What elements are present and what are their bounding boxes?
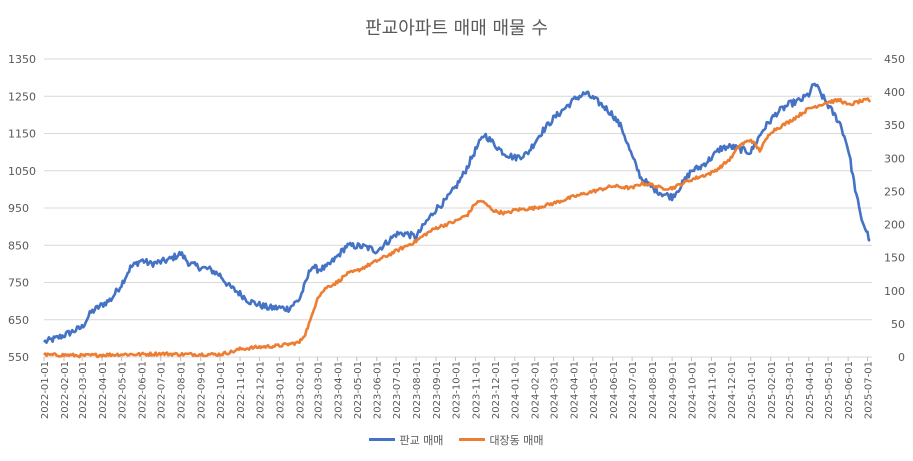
x-tick-label: 2025-04-01 [805,361,816,419]
x-tick-label: 2024-01-01 [511,361,522,419]
x-tick-label: 2023-03-01 [313,361,324,419]
y-right-tick-label: 400 [884,86,905,99]
y-right-tick-label: 200 [884,219,905,232]
x-tick-label: 2022-09-01 [197,361,208,419]
x-tick-label: 2025-03-01 [785,361,796,419]
x-tick-label: 2022-12-01 [255,361,266,419]
x-tick-label: 2025-07-01 [863,361,874,419]
series-line-1 [43,82,871,344]
x-tick-label: 2025-01-01 [747,361,758,419]
x-tick-label: 2022-08-01 [177,361,188,419]
y-left-tick-label: 1050 [8,165,36,178]
chart-title: 판교아파트 매매 매물 수 [365,18,548,39]
y-left-tick-label: 850 [8,239,29,252]
y-left-tick-label: 550 [8,351,29,364]
legend-label: 판교 매매 [399,433,444,447]
x-tick-label: 2024-10-01 [687,361,698,419]
x-tick-label: 2022-04-01 [98,361,109,419]
x-tick-label: 2024-12-01 [727,361,738,419]
x-tick-label: 2023-07-01 [392,361,403,419]
x-tick-label: 2024-02-01 [531,361,542,419]
x-tick-label: 2024-06-01 [609,361,620,419]
x-tick-label: 2023-02-01 [295,361,306,419]
y-left-tick-label: 1350 [8,53,36,66]
y-right-tick-label: 350 [884,119,905,132]
x-tick-label: 2023-06-01 [373,361,384,419]
y-right-tick-label: 450 [884,53,905,66]
y-right-tick-label: 250 [884,185,905,198]
y-left-tick-label: 1250 [8,90,36,103]
x-tick-label: 2023-04-01 [333,361,344,419]
x-tick-label: 2022-03-01 [78,361,89,419]
legend: 판교 매매 대장동 매매 [0,431,913,448]
x-tick-label: 2024-08-01 [648,361,659,419]
x-tick-label: 2024-07-01 [628,361,639,419]
x-tick-label: 2022-07-01 [157,361,168,419]
x-tick-label: 2022-05-01 [117,361,128,419]
y-left-tick-label: 1150 [8,128,36,141]
x-tick-label: 2022-10-01 [216,361,227,419]
x-tick-label: 2024-05-01 [589,361,600,419]
x-tick-label: 2024-11-01 [707,361,718,419]
x-tick-label: 2023-01-01 [275,361,286,419]
legend-item-2: 대장동 매매 [459,432,544,448]
y-right-tick-label: 100 [884,285,905,298]
x-tick-label: 2025-02-01 [767,361,778,419]
y-left-tick-label: 950 [8,202,29,215]
series-line-2 [43,97,872,359]
x-tick-label: 2022-02-01 [60,361,71,419]
x-tick-label: 2022-11-01 [236,361,247,419]
x-tick-label: 2024-03-01 [549,361,560,419]
x-tick-label: 2025-05-01 [824,361,835,419]
legend-swatch [369,438,396,441]
y-right-tick-label: 150 [884,252,905,265]
legend-item-1: 판교 매매 [369,432,443,448]
x-tick-label: 2025-06-01 [844,361,855,419]
y-left-tick-label: 650 [8,314,29,327]
x-tick-label: 2022-06-01 [137,361,148,419]
x-tick-label: 2024-09-01 [668,361,679,419]
x-tick-label: 2022-01-01 [40,361,51,419]
y-right-tick-label: 0 [898,351,905,364]
x-tick-label: 2023-10-01 [451,361,462,419]
x-tick-label: 2023-09-01 [432,361,443,419]
x-tick-label: 2023-12-01 [491,361,502,419]
legend-swatch [459,438,486,441]
y-right-tick-label: 50 [891,318,905,331]
x-tick-label: 2023-05-01 [353,361,364,419]
y-left-tick-label: 750 [8,277,29,290]
x-tick-label: 2023-08-01 [412,361,423,419]
x-tick-label: 2023-11-01 [471,361,482,419]
x-tick-label: 2024-04-01 [569,361,580,419]
legend-label: 대장동 매매 [489,433,544,447]
y-right-tick-label: 300 [884,152,905,165]
